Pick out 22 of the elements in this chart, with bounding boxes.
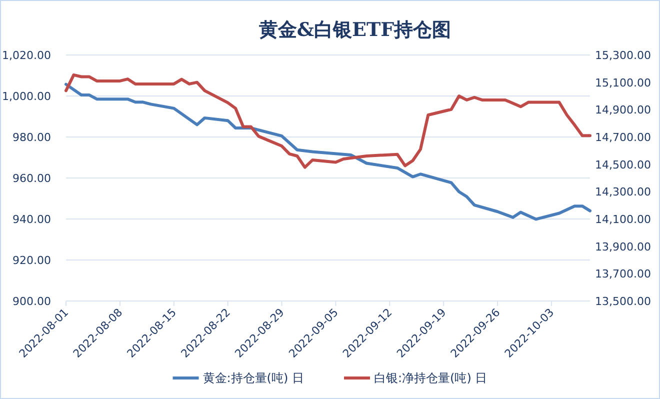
- y2-tick-label: 14,700.00: [595, 131, 651, 144]
- y-tick-label: 940.00: [12, 213, 51, 226]
- line-series: [64, 73, 592, 169]
- y2-tick-label: 13,700.00: [595, 268, 651, 281]
- y-tick-label: 960.00: [12, 172, 51, 185]
- line-series: [64, 82, 592, 221]
- y2-tick-label: 14,900.00: [595, 104, 651, 117]
- legend-label: 黄金:持仓量(吨) 日: [202, 371, 304, 385]
- y2-tick-label: 14,500.00: [595, 158, 651, 172]
- y-tick-label: 1,020.00: [2, 49, 51, 62]
- y2-tick-label: 14,300.00: [595, 186, 651, 199]
- y-tick-label: 900.00: [12, 295, 51, 308]
- y-tick-label: 920.00: [12, 254, 51, 267]
- y2-tick-label: 14,100.00: [595, 213, 651, 226]
- y2-tick-label: 15,100.00: [595, 76, 651, 90]
- y-tick-label: 980.00: [12, 131, 51, 144]
- y2-tick-label: 13,500.00: [595, 295, 651, 308]
- y2-tick-label: 15,300.00: [595, 49, 651, 62]
- legend-label: 白银:净持仓量(吨) 日: [374, 371, 488, 385]
- y2-tick-label: 13,900.00: [595, 240, 651, 254]
- y-tick-label: 1,000.00: [2, 90, 51, 103]
- chart-title: 黄金&白银ETF持仓图: [258, 19, 452, 41]
